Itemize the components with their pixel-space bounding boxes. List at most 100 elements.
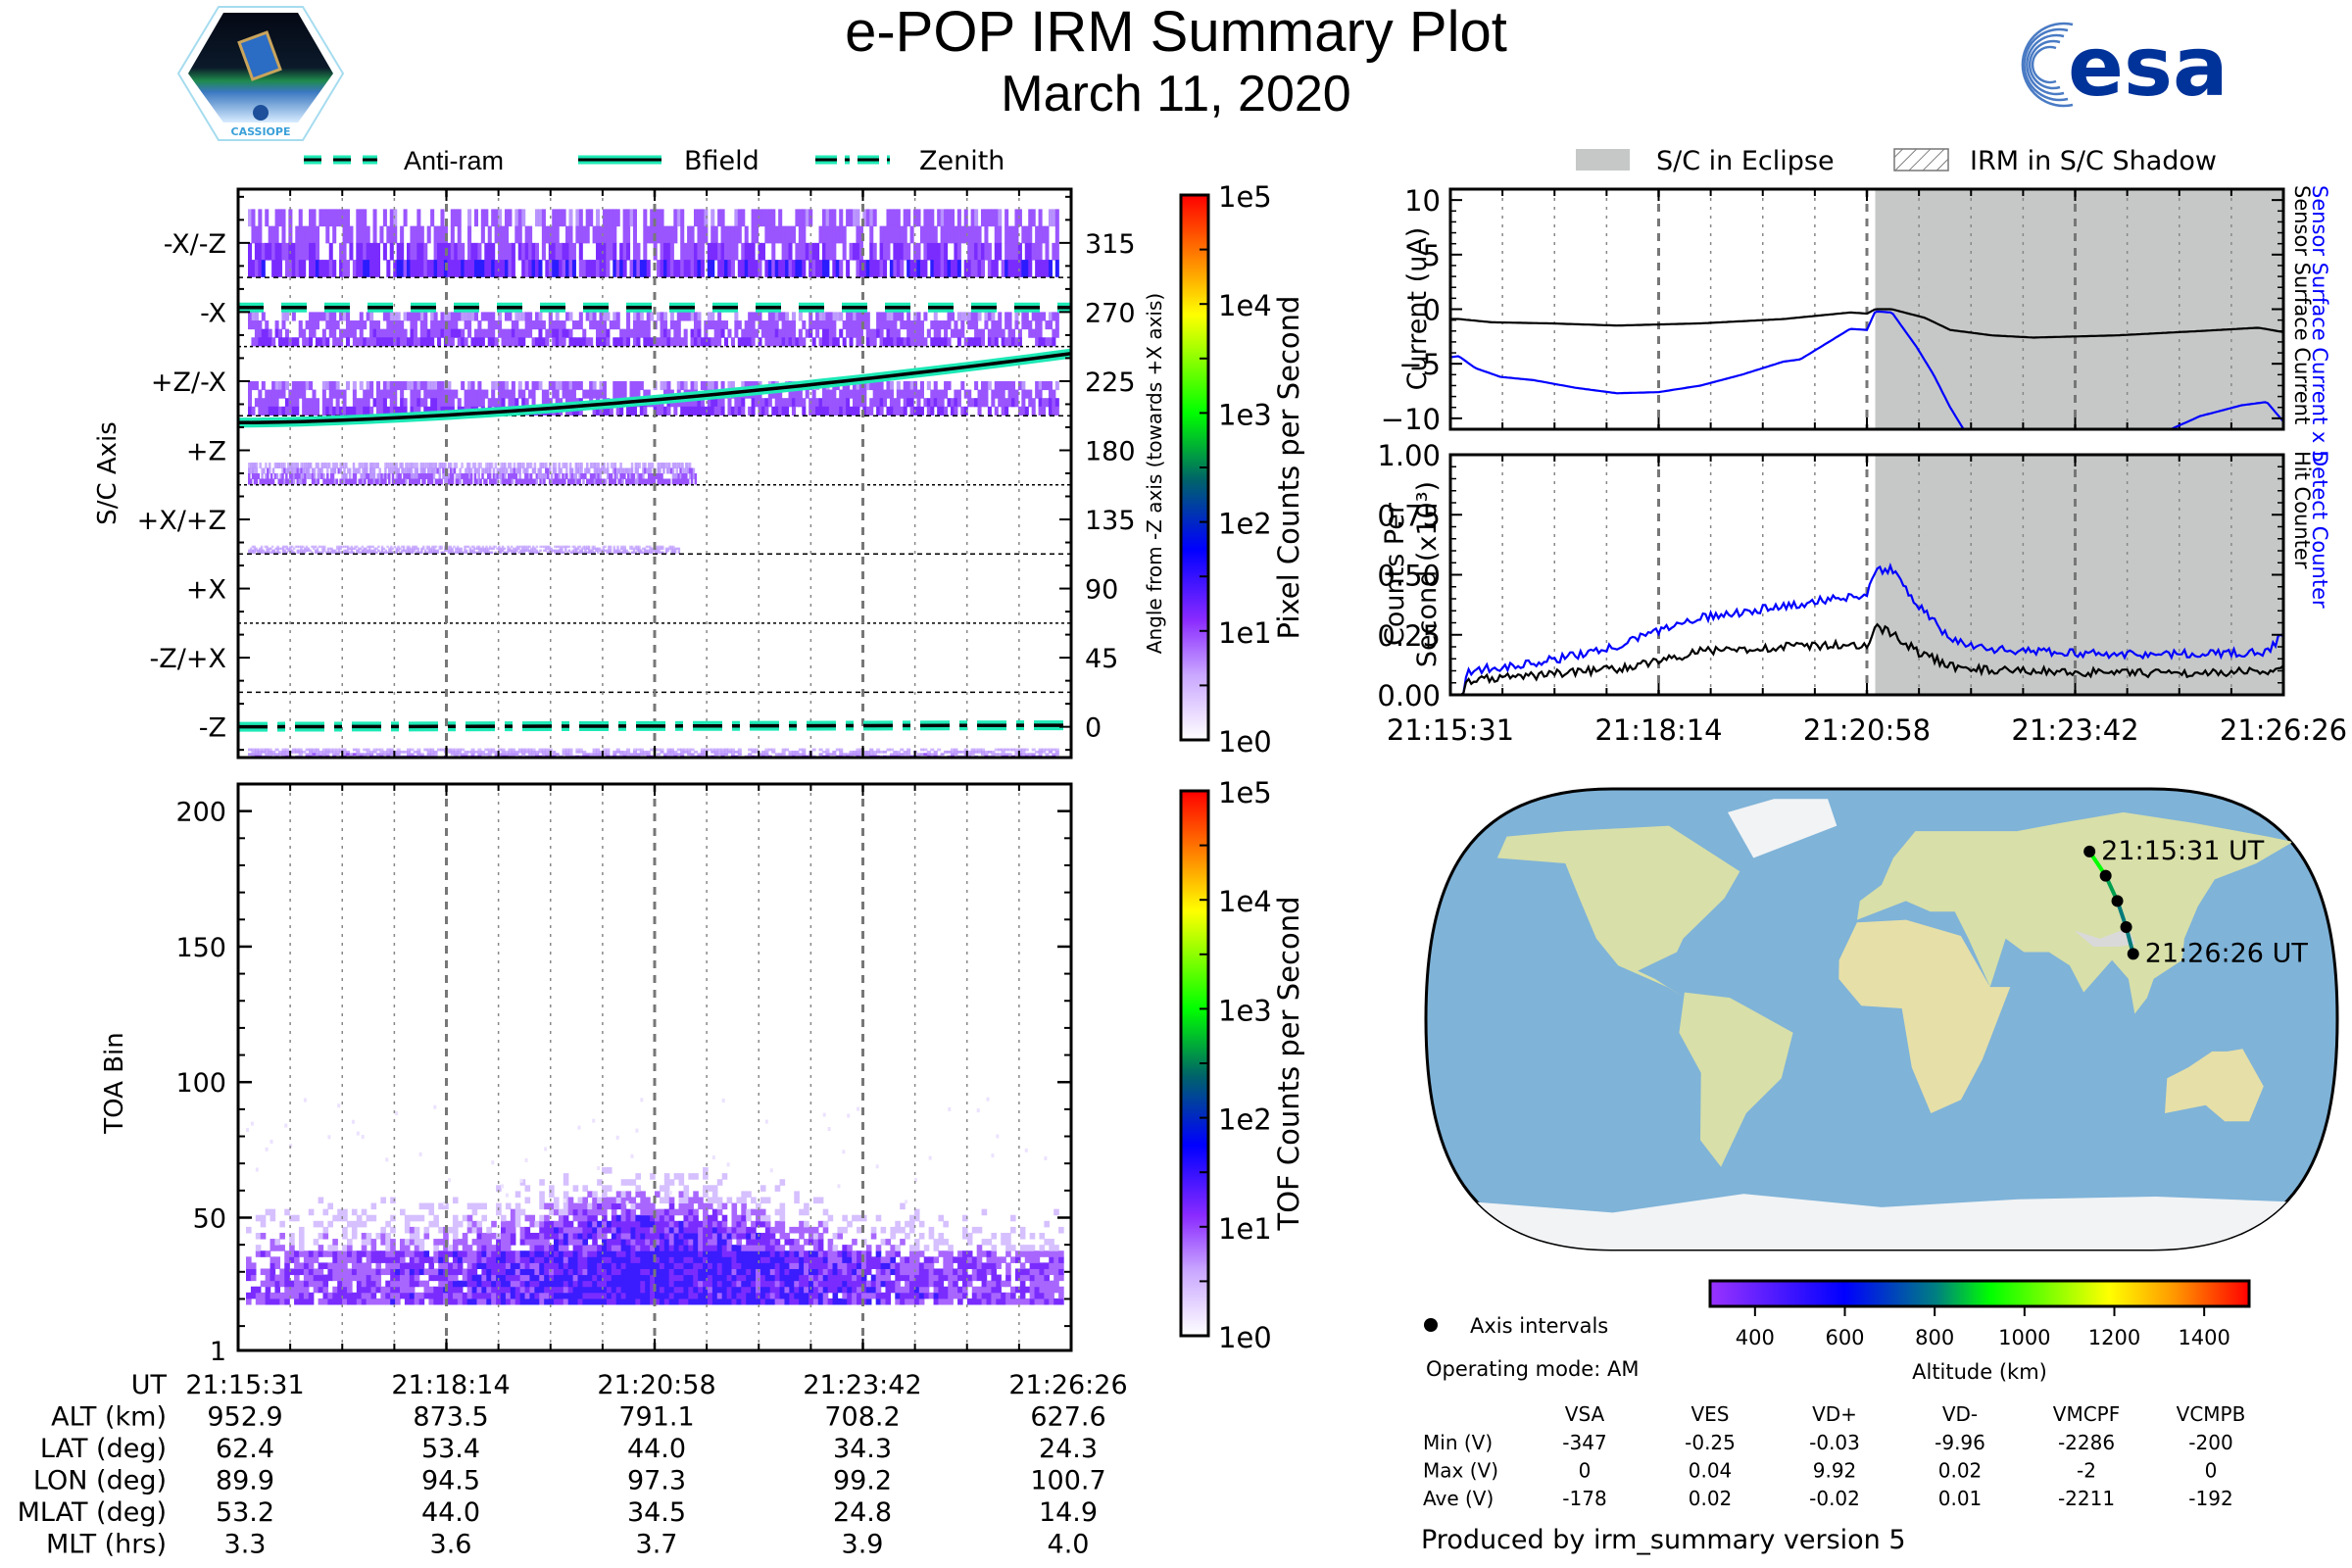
pixel-band-cell [666,753,671,757]
pixel-band-cell [593,547,596,551]
pixel-band-cell [647,549,650,553]
pixel-band-cell [443,312,448,321]
pixel-band-cell [984,389,989,399]
pixel-band-cell [818,225,823,244]
pixel-band-cell [419,328,424,338]
pixel-band-cell [430,478,434,485]
pixel-band-cell [498,320,503,330]
pixel-band-cell [487,549,490,553]
toa-heat-cell [265,1286,271,1294]
pixel-band-cell [774,406,779,416]
pixel-band-cell [751,750,756,754]
pixel-band-cell [413,225,417,244]
right-angle-tick-label: 45 [1085,644,1118,674]
pixel-band-cell [781,753,786,757]
toa-heat-cell [433,1256,439,1263]
toa-heat-cell [270,1245,276,1251]
pixel-band-cell [519,549,522,553]
pixel-band-cell [315,320,319,330]
pixel-band-cell [977,225,982,244]
pixel-band-cell [548,463,552,469]
pixel-band-cell [578,551,582,555]
pixel-band-cell [744,320,749,330]
toa-heat-cell [284,1280,290,1288]
pixel-band-cell [1017,242,1022,261]
pixel-band-cell [410,473,414,479]
pixel-band-cell [741,406,746,416]
pixel-band-cell [707,337,711,347]
pixel-band-cell [372,750,377,754]
pixel-band-cell [475,478,479,485]
pixel-band-cell [562,478,564,485]
pixel-band-cell [259,551,262,555]
pixel-band-cell [828,389,833,399]
pixel-band-cell [501,545,505,549]
pixel-band-cell [363,753,368,757]
pixel-band-cell [767,225,772,244]
toa-heat-cell [289,1280,295,1288]
pixel-band-cell [862,389,867,399]
pixel-band-cell [554,478,558,485]
pixel-band-cell [410,242,415,261]
pixel-band-cell [298,242,303,261]
toa-heat-cell [361,1232,368,1240]
pixel-band-cell [1028,753,1033,757]
pixel-band-cell [720,406,725,416]
pixel-band-cell [693,312,699,321]
pixel-band-cell [501,547,505,551]
pixel-band-cell [541,242,546,261]
pixel-band-cell [858,337,863,347]
pixel-band-cell [571,242,576,261]
pixel-band-cell [281,242,286,261]
pixel-band-cell [724,748,729,752]
pixel-band-cell [954,748,958,752]
toa-heat-cell [270,1208,276,1216]
pixel-band-cell [309,398,314,408]
pixel-band-cell [274,748,279,752]
pixel-band-cell [426,406,431,416]
pixel-band-cell [828,398,833,408]
pixel-band-cell [339,463,342,469]
pixel-band-cell [290,463,294,469]
pixel-band-cell [1042,380,1047,391]
toa-heat-cell [337,1292,343,1299]
pixel-band-cell [393,209,398,227]
pixel-band-cell [302,551,305,555]
pixel-band-cell [602,209,607,227]
toa-heat-cell [356,1214,363,1222]
pixel-band-cell [781,748,786,752]
pixel-band-cell [680,312,685,321]
pixel-band-cell [687,748,692,752]
pixel-band-cell [410,551,413,555]
toa-heat-cell [342,1256,348,1263]
pixel-band-cell [697,209,702,227]
pixel-band-cell [352,389,357,399]
pixel-band-cell [879,398,884,408]
toa-heat-cell [395,1256,401,1263]
toa-heat-cell [294,1274,300,1282]
pixel-band-cell [645,551,649,555]
pixel-band-cell [1042,750,1047,754]
pixel-band-cell [248,478,251,485]
pixel-band-cell [650,209,655,227]
toa-heat-cell [270,1268,276,1276]
toa-heat-cell [466,1245,473,1251]
pixel-band-cell [447,750,452,754]
pixel-band-cell [947,209,952,227]
pixel-band-cell [447,398,452,408]
pixel-band-cell [771,225,776,244]
pixel-band-cell [751,748,756,752]
pixel-band-cell [251,209,256,227]
pixel-band-cell [251,473,255,479]
pixel-band-cell [541,473,544,479]
toa-heat-cell [390,1197,396,1204]
pixel-band-cell [886,209,891,227]
pixel-band-cell [334,549,337,553]
pixel-band-cell [249,547,253,551]
pixel-band-cell [414,467,417,474]
pixel-band-cell [342,328,347,338]
pixel-band-cell [406,545,409,549]
pixel-band-cell [795,398,800,408]
pixel-band-cell [846,209,851,227]
pixel-band-cell [485,478,488,485]
